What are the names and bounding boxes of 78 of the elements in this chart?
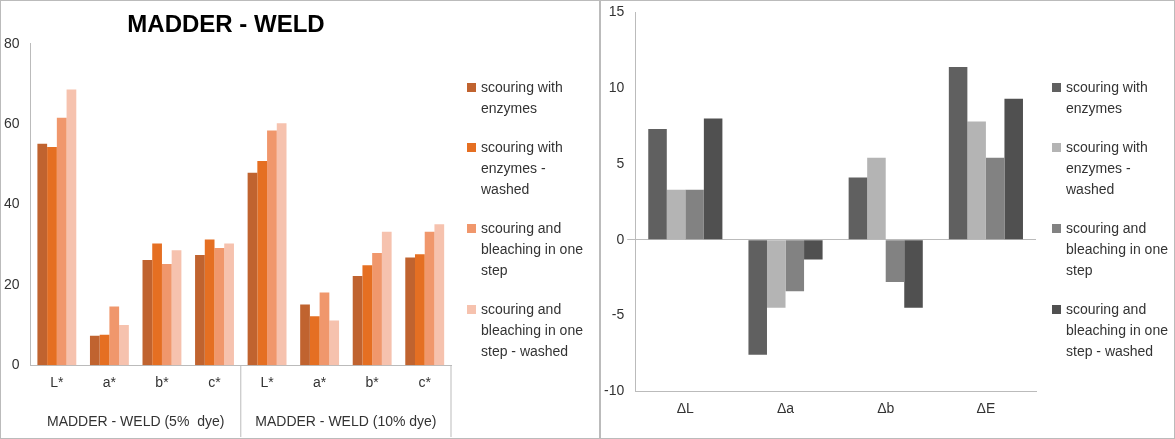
x-tick-label: b* (155, 374, 170, 391)
bar (171, 250, 182, 366)
x-tick-label: ΔL (676, 400, 695, 417)
bar (89, 335, 100, 366)
legend-label: scouring with enzymes (481, 78, 564, 118)
x-tick-label: L* (50, 374, 65, 391)
y-tick-label: -5 (611, 306, 625, 323)
y-tick-label: -10 (604, 382, 625, 399)
bar (329, 320, 340, 366)
bar (948, 66, 968, 240)
legend-label: scouring with enzymes - washed (481, 138, 564, 199)
bar (748, 240, 767, 355)
bar (703, 118, 723, 240)
x-tick-label: L* (260, 374, 275, 391)
x-tick-label: Δb (877, 400, 895, 417)
y-tick-label: 80 (3, 34, 20, 51)
legend-label: scouring and bleaching in one step (1066, 219, 1168, 280)
bar (119, 325, 129, 366)
bar (685, 189, 704, 240)
bar (319, 292, 330, 366)
bar (267, 130, 277, 366)
legend-label: scouring with enzymes (1066, 78, 1149, 118)
bar (257, 161, 268, 366)
x-tick-label: c* (208, 374, 222, 391)
x-tick-label: a* (102, 374, 117, 391)
bar (848, 177, 868, 240)
bar (904, 240, 923, 308)
bar (300, 304, 310, 366)
legend-label: scouring and bleaching in one step - washed (1066, 300, 1168, 361)
bar (276, 123, 287, 366)
bar (47, 147, 57, 366)
x-tick-label: b* (365, 374, 380, 391)
bar (204, 239, 215, 366)
bar (161, 263, 172, 366)
bar (352, 276, 363, 366)
bar (224, 243, 234, 366)
bar (37, 143, 48, 366)
bar (195, 255, 205, 366)
x-tick-label: a* (313, 374, 327, 391)
legend-label: scouring and bleaching in one step (481, 219, 584, 280)
y-tick-label: 5 (616, 154, 625, 171)
text: MADDER - WELD (10% dye) (255, 412, 437, 429)
bar (309, 316, 320, 366)
y-tick-label: 0 (11, 356, 20, 373)
bar (372, 253, 382, 366)
bar (885, 240, 905, 283)
x-tick-label: ΔE (976, 400, 996, 417)
bar (985, 157, 1005, 240)
bar (214, 247, 225, 366)
legend-label: scouring with enzymes - washed (1066, 138, 1149, 199)
bar (804, 240, 823, 260)
y-tick-label: 15 (608, 3, 625, 20)
bar (142, 259, 153, 366)
y-tick-label: 60 (3, 115, 20, 132)
x-tick-label: Δa (776, 400, 795, 417)
y-tick-label: 20 (3, 275, 20, 292)
legend-label: scouring and bleaching in one step - washed (481, 300, 584, 361)
bar (785, 240, 805, 292)
chart-title: MADDER - WELD (127, 10, 325, 38)
bar (405, 257, 415, 366)
bar (66, 89, 77, 366)
text: MADDER - WELD (5% dye) (47, 412, 225, 429)
bar (109, 306, 120, 366)
x-tick-label: c* (418, 374, 432, 391)
bar (381, 231, 392, 366)
bar (362, 265, 373, 366)
bar (1004, 98, 1023, 240)
bar (152, 243, 162, 366)
y-tick-label: 40 (3, 195, 20, 212)
bar (648, 129, 667, 240)
bar (424, 231, 435, 366)
y-tick-label: 0 (616, 230, 625, 247)
bar (56, 117, 67, 366)
bar (99, 334, 110, 366)
bar (415, 254, 425, 366)
y-tick-label: 10 (608, 79, 625, 96)
bar (434, 224, 445, 366)
bar (247, 172, 258, 366)
